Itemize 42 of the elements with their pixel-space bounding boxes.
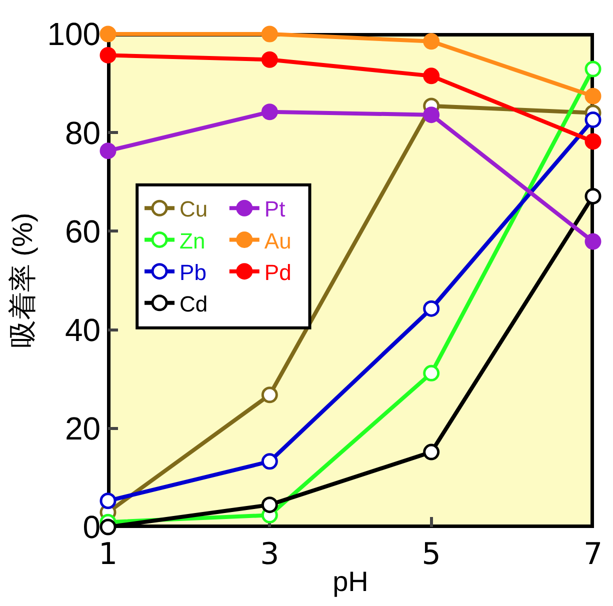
legend-label: Au: [264, 228, 292, 254]
point: [584, 112, 602, 128]
point: [261, 496, 278, 514]
point: [261, 386, 278, 404]
y-tick-label: 100: [47, 16, 101, 52]
y-tick-label: 60: [65, 213, 101, 250]
point: [584, 133, 602, 150]
legend-label: Pt: [264, 196, 286, 222]
legend-label: Cu: [180, 196, 208, 222]
point: [423, 68, 440, 84]
x-tick-label: 7: [583, 537, 603, 572]
y-tick-label: 20: [65, 410, 101, 447]
point: [261, 51, 278, 68]
point: [423, 33, 440, 50]
y-axis-title: 吸着率 (%): [6, 212, 38, 348]
point: [423, 300, 440, 317]
point: [100, 26, 116, 42]
point: [584, 188, 602, 204]
point: [261, 453, 278, 470]
legend-label: Pd: [264, 260, 292, 285]
point: [584, 233, 602, 250]
point: [100, 518, 116, 536]
x-tick-label: 3: [260, 537, 280, 572]
point: [584, 88, 602, 104]
y-tick-label: 80: [65, 114, 101, 151]
point: [261, 26, 278, 42]
point: [100, 142, 116, 160]
point: [423, 444, 440, 460]
x-axis-title: pH: [332, 566, 368, 598]
point: [100, 46, 116, 64]
y-tick-label: 0: [82, 509, 101, 546]
point: [423, 364, 440, 382]
point: [584, 60, 602, 78]
legend-label: Zn: [180, 228, 206, 254]
y-tick-label: 40: [65, 312, 101, 348]
point: [100, 492, 116, 510]
point: [423, 106, 440, 124]
x-tick-label: 5: [422, 537, 441, 572]
legend-label: Cd: [180, 292, 208, 317]
legend-label: Pb: [180, 260, 206, 285]
x-tick-label: 1: [98, 537, 118, 572]
point: [261, 104, 278, 120]
